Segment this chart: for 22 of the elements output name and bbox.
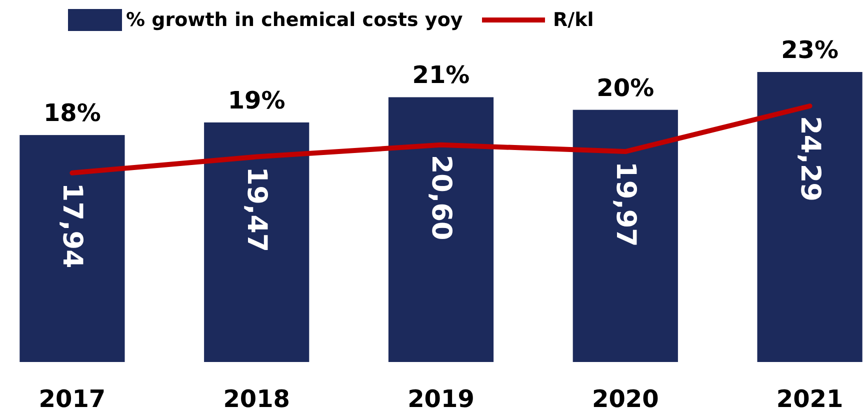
data-label: 19,97 [610,162,641,247]
x-tick-label: 2020 [592,385,659,413]
bar [757,72,862,362]
x-tick-label: 2019 [408,385,474,413]
data-label: 24,29 [794,116,826,202]
bar [388,97,494,362]
x-tick-label: 2018 [223,385,290,413]
data-label: 19% [228,86,286,114]
data-label: 23% [781,36,839,64]
data-label: 17,94 [56,182,88,268]
x-tick-label: 2017 [38,385,106,413]
legend-label: R/kl [553,9,594,31]
data-label: 20% [596,74,654,102]
legend-label: % growth in chemical costs yoy [126,9,464,31]
data-label: 21% [412,61,470,90]
bar [204,122,310,362]
data-label: 19,47 [241,166,272,252]
bar [572,110,678,362]
bar [20,135,125,362]
data-label: 18% [43,99,101,128]
data-label: 20,60 [426,154,456,240]
x-tick-label: 2021 [776,385,844,413]
